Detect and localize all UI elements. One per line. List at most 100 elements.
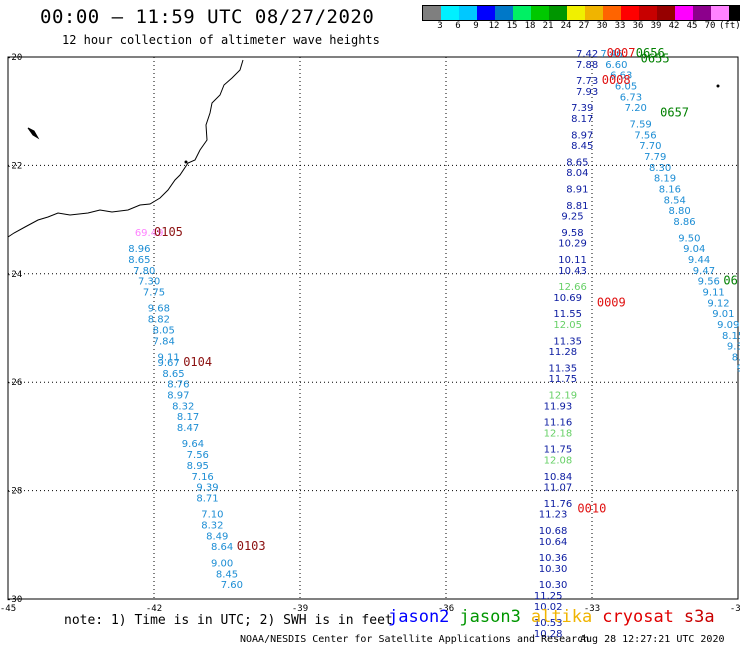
wave-height-point: 7.46: [600, 49, 622, 60]
color-swatch: [585, 6, 603, 20]
wave-height-point: 7.16: [192, 472, 214, 483]
pass-time-label: 0657: [660, 106, 689, 120]
wave-height-point: 7.60: [221, 580, 243, 591]
wave-height-point: 9.50: [678, 233, 700, 244]
wave-height-point: 9.56: [698, 277, 720, 288]
wave-height-point: 11.55: [553, 309, 582, 320]
wave-height-point: 11.76: [544, 499, 573, 510]
wave-height-point: 8.76: [167, 380, 189, 391]
wave-height-point: 9.00: [211, 558, 233, 569]
coastline: [7, 59, 244, 238]
wave-height-point: 9.31: [727, 342, 740, 353]
page-subtitle: 12 hour collection of altimeter wave hei…: [62, 33, 380, 47]
satellite-legend: jason2 jason3 altika cryosat s3a: [388, 607, 725, 627]
lon-tick-label: -30: [730, 604, 740, 614]
pass-time-label: 0007: [607, 46, 636, 60]
wave-height-point: 9.67: [157, 358, 179, 369]
wave-height-point: 11.75: [548, 374, 577, 385]
wave-height-point: 7.20: [625, 103, 647, 114]
legend-item-s3a: s3a: [683, 607, 715, 627]
wave-height-point: 8.32: [201, 521, 223, 532]
wave-height-point: 10.43: [558, 266, 587, 277]
wave-height-point: 8.45: [216, 569, 238, 580]
pass-time-label: 0103: [237, 539, 266, 553]
wave-height-point: 7.10: [201, 510, 223, 521]
wave-height-point: 10.29: [558, 239, 587, 250]
wave-height-point: 12.18: [544, 428, 573, 439]
island: [716, 84, 720, 88]
color-scale-label: 39: [650, 21, 662, 31]
lat-tick-label: -28: [6, 487, 22, 497]
wave-height-point: 9.11: [703, 287, 725, 298]
color-scale-label: 15: [506, 21, 518, 31]
wave-height-point: 69.49: [135, 228, 164, 239]
color-swatch: [657, 6, 675, 20]
color-scale-label: 21: [542, 21, 554, 31]
color-swatch: [621, 6, 639, 20]
lat-tick-label: -26: [6, 378, 22, 388]
lat-tick-label: -22: [6, 161, 22, 171]
color-swatch: [567, 6, 585, 20]
wave-height-point: 8.80: [668, 206, 690, 217]
credit-text: NOAA/NESDIS Center for Satellite Applica…: [240, 634, 590, 645]
wave-height-point: 7.56: [187, 450, 209, 461]
wave-height-point: 10.02: [534, 602, 563, 613]
color-scale-label: 36: [632, 21, 644, 31]
wave-height-point: 7.59: [630, 119, 652, 130]
wave-height-point: 8.96: [128, 244, 150, 255]
pass-time-label: 0009: [597, 295, 626, 309]
color-swatch: [639, 6, 657, 20]
wave-height-point: 8.65: [128, 255, 150, 266]
wave-height-point: 8.47: [177, 423, 199, 434]
color-scale-label: 12: [488, 21, 500, 31]
color-scale-label: 18: [524, 21, 536, 31]
wave-height-point: 11.75: [544, 445, 573, 456]
color-swatch: [477, 6, 495, 20]
wave-height-point: 7.79: [644, 152, 666, 163]
color-scale-label: 9: [473, 21, 479, 31]
island: [184, 160, 188, 164]
wave-height-point: 8.15: [722, 331, 740, 342]
color-scale-label: 27: [578, 21, 590, 31]
wave-height-point: 9.12: [707, 298, 729, 309]
wave-height-point: 7.56: [634, 130, 656, 141]
wave-height-point: 8.71: [196, 493, 218, 504]
wave-height-point: 7.42: [576, 49, 598, 60]
legend-item-altika: altika: [530, 607, 593, 627]
wave-height-point: 8.97: [571, 130, 593, 141]
wave-height-point: 8.64: [211, 542, 233, 553]
wave-height-point: 8.45: [571, 141, 593, 152]
lon-tick-label: -45: [0, 604, 16, 614]
wave-height-point: 12.05: [553, 320, 582, 331]
map-frame: [7, 56, 739, 600]
wave-height-point: 10.53: [534, 618, 563, 629]
color-swatch: [711, 6, 729, 20]
wave-height-point: 9.58: [561, 228, 583, 239]
pass-time-label: 0655: [641, 51, 670, 65]
wave-height-point: 8.88: [732, 353, 740, 364]
color-scale-label: (ft): [719, 21, 740, 31]
wave-height-point: 10.30: [539, 564, 568, 575]
pass-time-label: 0656: [636, 46, 665, 60]
wave-height-point: 7.70: [639, 141, 661, 152]
wave-height-point: 8.65: [162, 369, 184, 380]
wave-height-point: 6.05: [615, 82, 637, 93]
wave-height-point: 8.81: [566, 201, 588, 212]
pass-time-label: 0104: [183, 355, 212, 369]
wave-height-point: 9.09: [717, 320, 739, 331]
wave-height-point: 11.16: [544, 418, 573, 429]
lat-tick-label: -20: [6, 53, 22, 63]
wave-height-point: 8.49: [206, 531, 228, 542]
wave-height-point: 7.73: [576, 76, 598, 87]
wave-height-point: 8.19: [654, 174, 676, 185]
pass-time-label: 0008: [602, 73, 631, 87]
wave-height-point: 7.75: [143, 287, 165, 298]
color-scale-label: 30: [596, 21, 608, 31]
wave-height-point: 11.93: [544, 401, 573, 412]
wave-height-point: 8.91: [566, 185, 588, 196]
legend-item-cryosat: cryosat: [602, 607, 674, 627]
wave-height-point: 10.30: [539, 580, 568, 591]
color-swatch: [423, 6, 441, 20]
wave-height-point: 9.25: [561, 212, 583, 223]
